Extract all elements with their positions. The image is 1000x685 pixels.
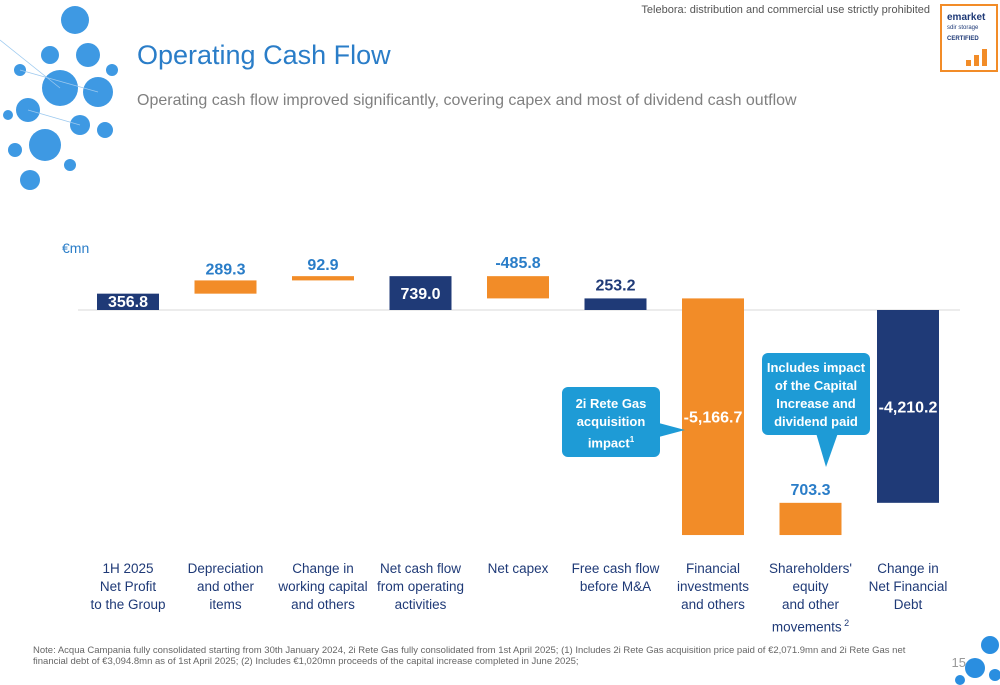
callout-rete-gas: 2i Rete Gas acquisition impact1 xyxy=(562,387,660,457)
bubble-decoration xyxy=(0,6,118,190)
category-label-3: Net cash flow from operating activities xyxy=(371,560,471,614)
bar-6 xyxy=(682,298,744,536)
category-label-6-line-2: and others xyxy=(681,597,745,612)
data-label-6: -5,166.7 xyxy=(684,410,743,427)
emarket-storage-logo: emarket sdir storage CERTIFIED xyxy=(940,4,998,72)
footnote: Note: Acqua Campania fully consolidated … xyxy=(33,645,906,667)
category-label-2: Change in working capital and others xyxy=(273,560,373,614)
category-label-8-line-2: Debt xyxy=(893,597,923,612)
category-label-0: 1H 2025 Net Profit to the Group xyxy=(78,560,178,614)
category-label-4-line-0: Net capex xyxy=(487,561,549,576)
callout-capital-increase: Includes impact of the Capital Increase … xyxy=(762,353,870,435)
logo-bars-icon xyxy=(966,49,987,66)
bar-4 xyxy=(487,276,549,299)
category-label-7-line-2: and other xyxy=(781,597,840,612)
logo-line2: sdir storage xyxy=(947,25,979,31)
category-label-3-line-0: Net cash flow xyxy=(379,561,462,576)
category-label-2-line-1: working capital xyxy=(278,579,368,594)
category-label-6-line-0: Financial xyxy=(685,561,741,576)
category-label-7-line-0: Shareholders' xyxy=(769,561,852,576)
bubble-decoration-corner xyxy=(955,636,1000,685)
category-label-8-line-1: Net Financial xyxy=(868,579,948,594)
footnote-mark-2: 2 xyxy=(841,618,850,628)
bar-3 xyxy=(389,276,452,310)
category-label-0-line-0: 1H 2025 xyxy=(102,561,154,576)
callout-rete-gas-line2: acquisition xyxy=(576,414,646,429)
category-label-3-line-2: activities xyxy=(394,597,447,612)
category-label-5-line-0: Free cash flow xyxy=(571,561,660,576)
logo-line3: CERTIFIED xyxy=(947,36,979,42)
page-title: Operating Cash Flow xyxy=(137,40,391,70)
category-label-2-line-0: Change in xyxy=(292,561,354,576)
callout-rete-gas-sup: 1 xyxy=(629,435,635,444)
category-label-8: Change in Net Financial Debt xyxy=(858,560,958,614)
bar-8 xyxy=(877,310,939,503)
category-label-5: Free cash flow before M&A xyxy=(566,560,666,596)
category-label-1-line-2: items xyxy=(209,597,242,612)
category-label-7: Shareholders' equity and other movements 2 xyxy=(761,560,861,637)
callout-capital-line1: Includes impact xyxy=(766,360,866,375)
callout-rete-gas-line1: 2i Rete Gas xyxy=(575,396,647,411)
category-label-0-line-1: Net Profit xyxy=(99,579,157,594)
category-label-8-line-0: Change in xyxy=(877,561,939,576)
category-label-7-line-1: equity xyxy=(792,579,829,594)
callout-rete-gas-pointer xyxy=(655,422,685,438)
data-label-8: -4,210.2 xyxy=(879,399,938,416)
data-label-0: 356.8 xyxy=(108,294,148,311)
data-label-2: 92.9 xyxy=(307,257,338,274)
callout-capital-line4: dividend paid xyxy=(774,414,858,429)
category-label-1-line-0: Depreciation xyxy=(187,561,264,576)
category-label-0-line-2: to the Group xyxy=(90,597,166,612)
category-label-5-line-1: before M&A xyxy=(579,579,652,594)
bar-1 xyxy=(194,280,257,294)
callout-capital-pointer xyxy=(816,433,838,467)
category-label-7-line-3: movements 2 xyxy=(771,618,850,635)
unit-label: €mn xyxy=(62,240,90,256)
category-label-2-line-2: and others xyxy=(291,597,355,612)
data-label-5: 253.2 xyxy=(595,277,635,294)
callout-capital-line2: of the Capital xyxy=(774,378,858,393)
page-subtitle: Operating cash flow improved significant… xyxy=(137,92,797,109)
category-label-1-line-1: and other xyxy=(196,579,255,594)
category-label-4: Net capex xyxy=(468,560,568,578)
callout-capital-line3: Increase and xyxy=(776,396,856,411)
data-label-7: 703.3 xyxy=(790,482,830,499)
waterfall-chart: 356.8 289.3 92.9 739.0 -485.8 253.2 -5,166.7 70… xyxy=(78,255,960,536)
category-label-1: Depreciation and other items xyxy=(176,560,276,614)
page-number: 15 xyxy=(951,655,966,670)
bar-5 xyxy=(584,298,647,310)
data-label-1: 289.3 xyxy=(205,261,245,278)
callout-rete-gas-line3: impact xyxy=(587,435,630,451)
category-label-3-line-1: from operating xyxy=(376,579,465,594)
data-label-3: 739.0 xyxy=(400,286,440,303)
bar-0 xyxy=(97,293,159,310)
category-label-6: Financial investments and others xyxy=(663,560,763,614)
category-label-6-line-1: investments xyxy=(676,579,750,594)
bar-2 xyxy=(292,276,354,281)
bar-7 xyxy=(779,502,842,536)
disclaimer-text: Telebora: distribution and commercial us… xyxy=(641,4,930,16)
logo-line1: emarket xyxy=(947,12,986,23)
data-label-4: -485.8 xyxy=(495,255,540,272)
